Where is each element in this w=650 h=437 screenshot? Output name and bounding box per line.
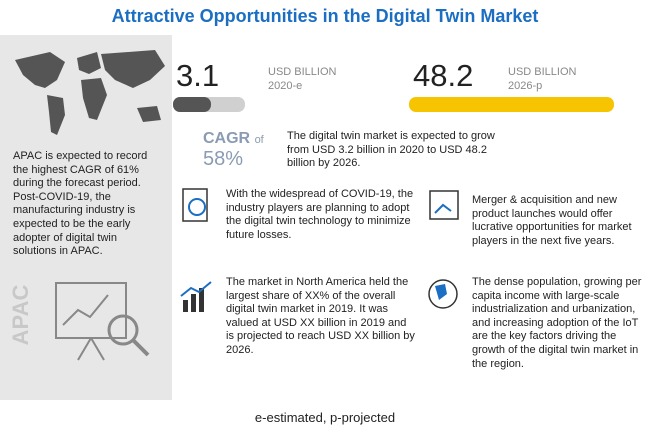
stat-unit: USD BILLION [268,66,337,78]
stat-year: 2026-p [508,80,543,92]
stat-value: 48.2 [413,58,474,93]
footnote: e-estimated, p-projected [254,410,396,425]
cagr-title: CAGR [203,130,251,147]
stat-value: 3.1 [176,58,220,93]
chart-icon [180,281,212,312]
cagr-text: The digital twin market is expected to g… [287,130,495,170]
insight-text: The dense population, growing per capita… [472,276,642,370]
globe-icon [428,279,458,309]
stat-bar [173,97,245,112]
stat-bar [409,97,614,112]
merger-icon [429,190,459,220]
world-map [15,50,165,135]
insight-text: The market in North America held the lar… [226,276,415,356]
region-label: APAC [8,284,33,346]
title: Attractive Opportunities in the Digital … [111,6,539,26]
insight-text: With the widespread of COVID-19, the ind… [226,188,414,241]
stat-year: 2020-e [268,80,303,92]
region-text: APAC is expected to record the highest C… [13,150,148,258]
stat-unit: USD BILLION [508,66,577,78]
analytics-icon [55,282,150,361]
insight-text: Merger & acquisition and new product lau… [472,194,632,247]
cagr-of: of [254,134,264,146]
cagr-value: 58% [203,148,244,170]
cagr-label: CAGR of [203,130,264,148]
covid-icon [182,188,208,222]
